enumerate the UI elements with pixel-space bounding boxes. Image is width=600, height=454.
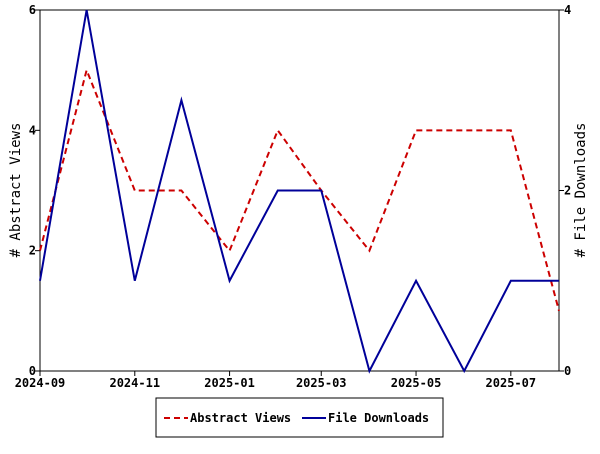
- y2-tick-label: 2: [564, 184, 571, 198]
- series-line: [39, 66, 560, 312]
- x-tick-label: 2025-07: [486, 376, 537, 390]
- y-axis-label: # Abstract Views: [8, 123, 24, 258]
- y2-tick-label: 4: [564, 3, 571, 17]
- x-tick-label: 2024-09: [15, 376, 66, 390]
- y-tick-label: 6: [29, 3, 36, 17]
- legend-label: Abstract Views: [190, 411, 291, 425]
- legend-label: File Downloads: [328, 411, 429, 425]
- x-tick-label: 2025-05: [391, 376, 442, 390]
- x-tick-label: 2024-11: [109, 376, 160, 390]
- x-tick-label: 2025-03: [296, 376, 347, 390]
- series-line: [39, 9, 559, 374]
- y2-axis-label: # File Downloads: [573, 123, 589, 258]
- y-tick-label: 2: [29, 244, 36, 258]
- legend: [155, 397, 444, 438]
- y-tick-label: 0: [29, 364, 36, 378]
- y2-tick-label: 0: [564, 364, 571, 378]
- y-tick-label: 4: [29, 123, 36, 137]
- x-tick-label: 2025-01: [204, 376, 255, 390]
